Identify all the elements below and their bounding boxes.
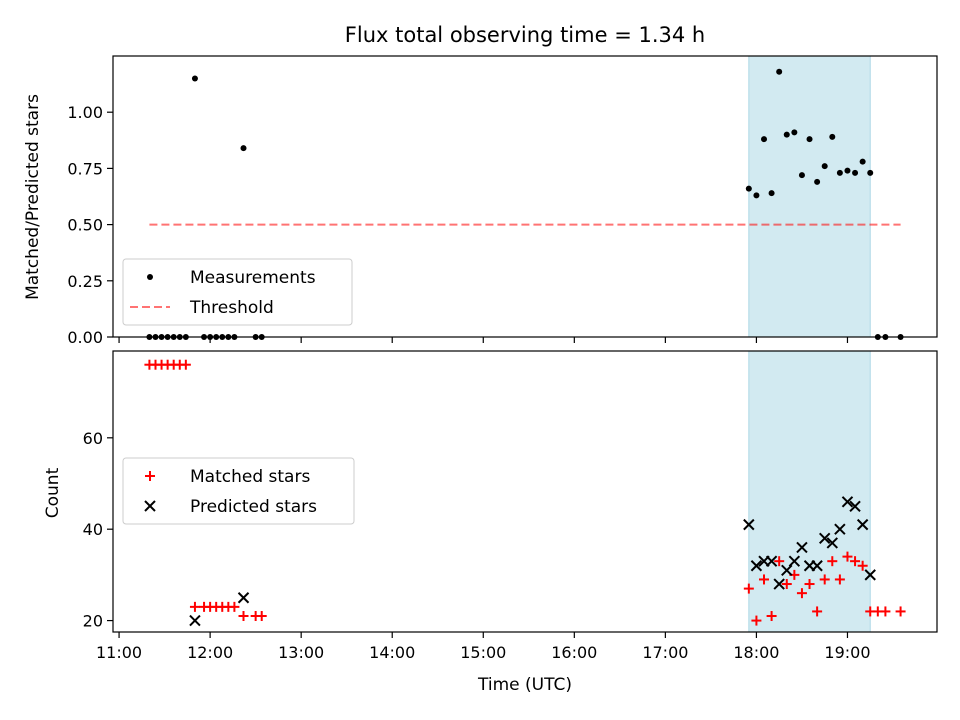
x-tick-label: 19:00: [824, 643, 870, 662]
bottom-panel: 20 40 60 11:00 12:00 13:00 14:00 15:00 16:00 17:0…: [83, 350, 938, 662]
measurement-point: [791, 129, 798, 136]
matched-star-marker: [759, 574, 770, 585]
x-axis-label: Time (UTC): [477, 675, 572, 695]
measurement-point: [776, 68, 783, 75]
measurement-point: [768, 190, 775, 197]
measurement-point: [859, 158, 866, 165]
x-tick-label: 14:00: [369, 643, 415, 662]
bottom-y-axis-label: Count: [43, 467, 63, 518]
matched-star-marker: [766, 611, 777, 622]
top-legend: Measurements Threshold: [122, 258, 353, 326]
top-legend-box: [122, 258, 353, 326]
legend-label: Threshold: [189, 298, 274, 318]
x-tick-label: 13:00: [278, 643, 324, 662]
x-tick-label: 18:00: [733, 643, 779, 662]
predicted-star-marker: [788, 555, 801, 567]
matched-star-marker: [827, 556, 838, 567]
matched-star-marker: [857, 560, 868, 571]
top-panel: 0.00 0.25 0.50 0.75 1.00 Measurements Threshol…: [67, 55, 938, 347]
bottom-y-tick-label: 20: [83, 612, 103, 631]
legend-label: Matched stars: [190, 467, 310, 487]
predicted-star-marker: [773, 578, 785, 590]
measurement-point: [829, 133, 836, 140]
matched-star-marker: [743, 583, 754, 594]
bottom-y-tick-label: 60: [83, 429, 103, 448]
x-tick-label: 17:00: [642, 643, 688, 662]
predicted-star-marker: [818, 532, 831, 545]
predicted-star-marker: [849, 500, 861, 513]
legend-label: Predicted stars: [190, 497, 317, 517]
legend-predicted-marker: [144, 500, 156, 512]
legend-measurements-marker: [147, 274, 153, 280]
predicted-star-marker: [811, 560, 823, 572]
measurement-point: [753, 192, 760, 199]
measurement-point: [852, 169, 859, 176]
matched-star-marker: [804, 579, 815, 590]
predicted-star-marker: [856, 518, 869, 531]
x-tick-label: 16:00: [551, 643, 597, 662]
bottom-y-tick-label: 40: [83, 520, 103, 539]
measurement-point: [240, 145, 247, 152]
matched-star-marker: [796, 588, 807, 599]
top-y-tick-label: 0.00: [67, 328, 103, 347]
legend-label: Measurements: [190, 268, 316, 288]
measurement-point: [761, 136, 768, 143]
predicted-star-marker: [237, 592, 250, 604]
predicted-star-marker: [841, 496, 854, 508]
matched-star-marker: [842, 551, 853, 562]
matched-star-marker: [812, 606, 823, 617]
matched-star-marker: [774, 556, 785, 567]
predicted-star-marker: [826, 537, 838, 549]
measurement-point: [836, 169, 843, 176]
bottom-legend-box: [122, 457, 355, 525]
top-y-axis-label: Matched/Predicted stars: [23, 94, 43, 300]
legend-matched-marker: [145, 471, 155, 481]
predicted-star-marker: [765, 555, 778, 567]
measurement-point: [798, 172, 805, 179]
measurement-point: [783, 131, 790, 138]
x-tick-label: 12:00: [187, 643, 233, 662]
matched-star-marker: [189, 601, 200, 612]
top-y-tick-label: 0.50: [67, 216, 103, 235]
matched-star-marker: [256, 611, 267, 622]
bottom-legend: Matched stars Predicted stars: [122, 457, 355, 525]
top-y-tick-label: 1.00: [67, 103, 103, 122]
x-tick-label: 15:00: [460, 643, 506, 662]
chart-title: Flux total observing time = 1.34 h: [345, 23, 705, 47]
matched-star-marker: [850, 556, 861, 567]
predicted-star-marker: [750, 560, 763, 572]
bottom-highlight-span: [748, 350, 871, 633]
measurement-point: [745, 185, 752, 192]
bottom-frame: [112, 350, 938, 633]
matched-star-marker: [880, 606, 891, 617]
measurement-point: [191, 75, 198, 82]
measurement-point: [806, 136, 813, 143]
measurement-point: [867, 169, 874, 176]
matched-star-marker: [834, 574, 845, 585]
predicted-star-marker: [864, 569, 876, 581]
top-y-tick-label: 0.25: [67, 272, 103, 291]
matched-star-marker: [238, 611, 249, 622]
predicted-star-marker: [834, 523, 846, 535]
measurement-point: [844, 167, 851, 174]
measurement-point: [821, 163, 828, 170]
matched-star-marker: [229, 601, 240, 612]
predicted-star-marker: [743, 518, 755, 531]
matched-star-marker: [180, 359, 191, 370]
top-frame: [112, 55, 938, 338]
matched-star-marker: [751, 615, 762, 626]
predicted-star-marker: [189, 614, 201, 627]
top-highlight-span: [748, 55, 871, 338]
matched-star-marker: [781, 579, 792, 590]
measurement-point: [814, 178, 821, 185]
top-y-tick-label: 0.75: [67, 159, 103, 178]
predicted-star-marker: [796, 541, 808, 554]
predicted-star-marker: [781, 564, 793, 577]
matched-star-marker: [895, 606, 906, 617]
x-tick-label: 11:00: [96, 643, 142, 662]
matched-star-marker: [819, 574, 830, 585]
